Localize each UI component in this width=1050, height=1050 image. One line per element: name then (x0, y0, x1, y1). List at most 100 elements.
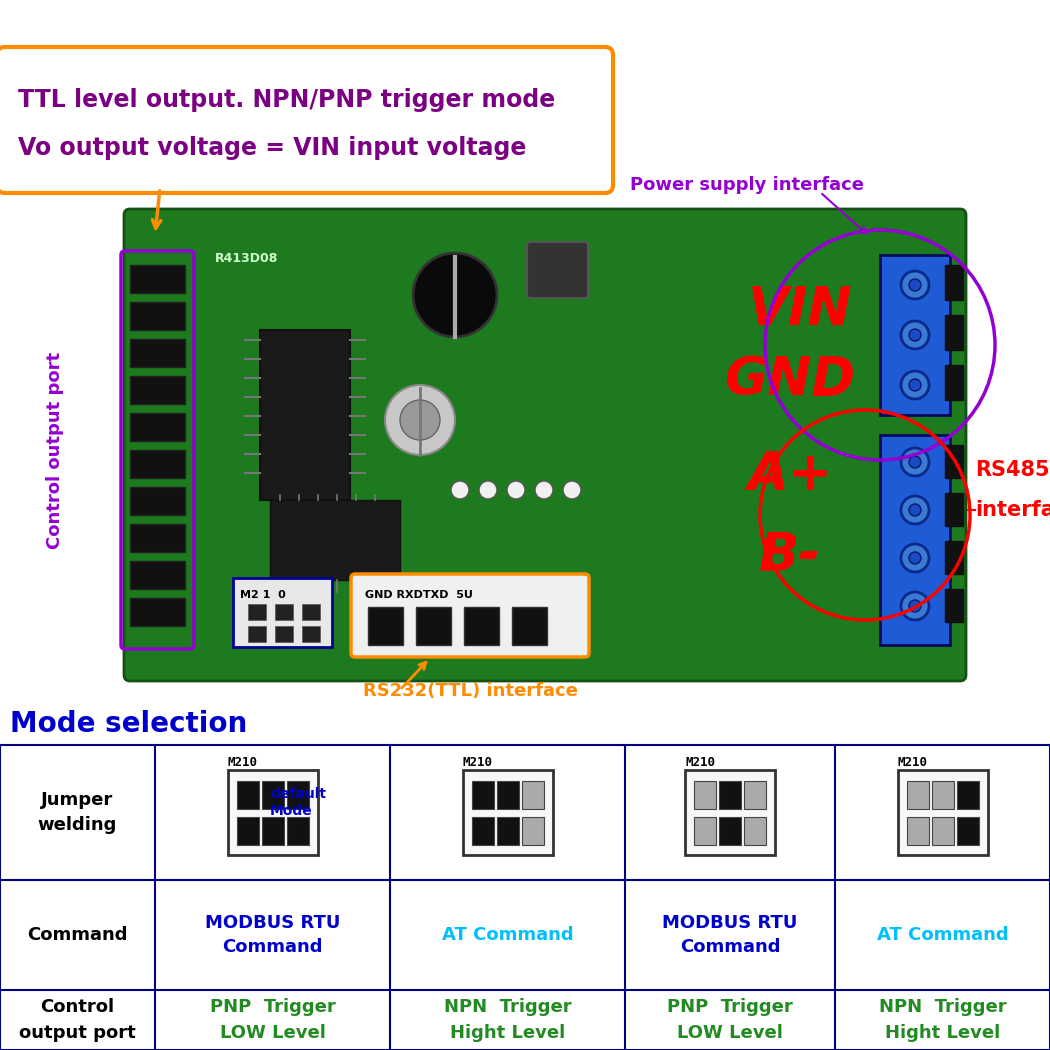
Circle shape (901, 448, 929, 476)
Bar (945, 315, 963, 350)
Bar (275, 604, 293, 620)
Text: PNP  Trigger
LOW Level: PNP Trigger LOW Level (210, 999, 335, 1042)
Text: Power supply interface: Power supply interface (630, 176, 864, 194)
FancyBboxPatch shape (527, 242, 588, 298)
FancyBboxPatch shape (351, 574, 589, 657)
Bar (248, 604, 266, 620)
FancyBboxPatch shape (124, 209, 966, 681)
Bar (270, 500, 400, 580)
Bar (880, 255, 950, 415)
Text: MODBUS RTU
Command: MODBUS RTU Command (205, 914, 340, 957)
Bar (462, 770, 552, 855)
Bar (130, 487, 185, 514)
Text: GND: GND (724, 354, 856, 406)
Circle shape (901, 592, 929, 620)
Bar (522, 817, 544, 844)
Text: Mode selection: Mode selection (10, 710, 247, 738)
Circle shape (909, 600, 921, 612)
Bar (130, 339, 185, 368)
Circle shape (909, 504, 921, 516)
Bar (497, 817, 519, 844)
FancyBboxPatch shape (233, 578, 332, 647)
Bar (694, 817, 716, 844)
Bar (236, 780, 258, 808)
Bar (464, 607, 499, 645)
Text: TTL level output. NPN/PNP trigger mode: TTL level output. NPN/PNP trigger mode (18, 88, 555, 112)
Bar (236, 817, 258, 844)
Bar (719, 817, 741, 844)
Bar (497, 780, 519, 808)
Text: M210: M210 (228, 756, 257, 769)
Bar (512, 607, 547, 645)
Circle shape (901, 321, 929, 349)
Circle shape (901, 496, 929, 524)
Bar (957, 817, 979, 844)
Bar (302, 604, 320, 620)
Text: A+: A+ (748, 449, 833, 501)
Bar (368, 607, 403, 645)
Circle shape (909, 379, 921, 391)
Bar (130, 376, 185, 404)
Text: Vo output voltage = VIN input voltage: Vo output voltage = VIN input voltage (18, 136, 526, 160)
Text: Jumper
welding: Jumper welding (38, 791, 118, 834)
Circle shape (909, 279, 921, 291)
Bar (945, 541, 963, 574)
Bar (416, 607, 452, 645)
Bar (228, 770, 317, 855)
Bar (744, 780, 766, 808)
Text: M210: M210 (898, 756, 927, 769)
Bar (130, 598, 185, 626)
Bar (945, 365, 963, 400)
Bar (945, 494, 963, 526)
Bar (945, 265, 963, 300)
Bar (275, 626, 293, 642)
Circle shape (909, 329, 921, 341)
Text: RS232(TTL) interface: RS232(TTL) interface (362, 682, 578, 700)
Circle shape (536, 481, 553, 499)
Text: default
Mode: default Mode (270, 786, 326, 818)
Text: R413D08: R413D08 (215, 252, 278, 265)
Text: PNP  Trigger
LOW Level: PNP Trigger LOW Level (667, 999, 793, 1042)
Circle shape (901, 271, 929, 299)
Text: GND RXDTXD  5U: GND RXDTXD 5U (365, 590, 472, 600)
Circle shape (385, 385, 455, 455)
Text: VIN: VIN (748, 284, 853, 336)
Text: MODBUS RTU
Command: MODBUS RTU Command (663, 914, 798, 957)
Bar (906, 780, 928, 808)
Text: Control
output port: Control output port (19, 999, 135, 1042)
Bar (287, 780, 309, 808)
FancyBboxPatch shape (0, 47, 613, 193)
Text: M210: M210 (685, 756, 715, 769)
Bar (898, 770, 987, 855)
Bar (880, 435, 950, 645)
Text: AT Command: AT Command (877, 926, 1008, 944)
Bar (744, 817, 766, 844)
Bar (945, 589, 963, 622)
Text: AT Command: AT Command (442, 926, 573, 944)
Bar (302, 626, 320, 642)
Text: Command: Command (27, 926, 128, 944)
Bar (130, 302, 185, 330)
Text: interface: interface (975, 500, 1050, 520)
Circle shape (909, 456, 921, 468)
Bar (260, 330, 350, 500)
Text: NPN  Trigger
Hight Level: NPN Trigger Hight Level (879, 999, 1006, 1042)
Text: M210: M210 (462, 756, 492, 769)
Bar (906, 817, 928, 844)
Circle shape (400, 400, 440, 440)
Bar (248, 626, 266, 642)
Circle shape (479, 481, 497, 499)
Circle shape (901, 371, 929, 399)
Circle shape (507, 481, 525, 499)
Bar (130, 450, 185, 478)
Bar (130, 524, 185, 552)
Text: Control output port: Control output port (46, 352, 64, 548)
Bar (522, 780, 544, 808)
Circle shape (901, 544, 929, 572)
Bar (694, 780, 716, 808)
Bar (130, 561, 185, 589)
Bar (957, 780, 979, 808)
Circle shape (563, 481, 581, 499)
Bar (471, 817, 493, 844)
Bar (261, 780, 284, 808)
